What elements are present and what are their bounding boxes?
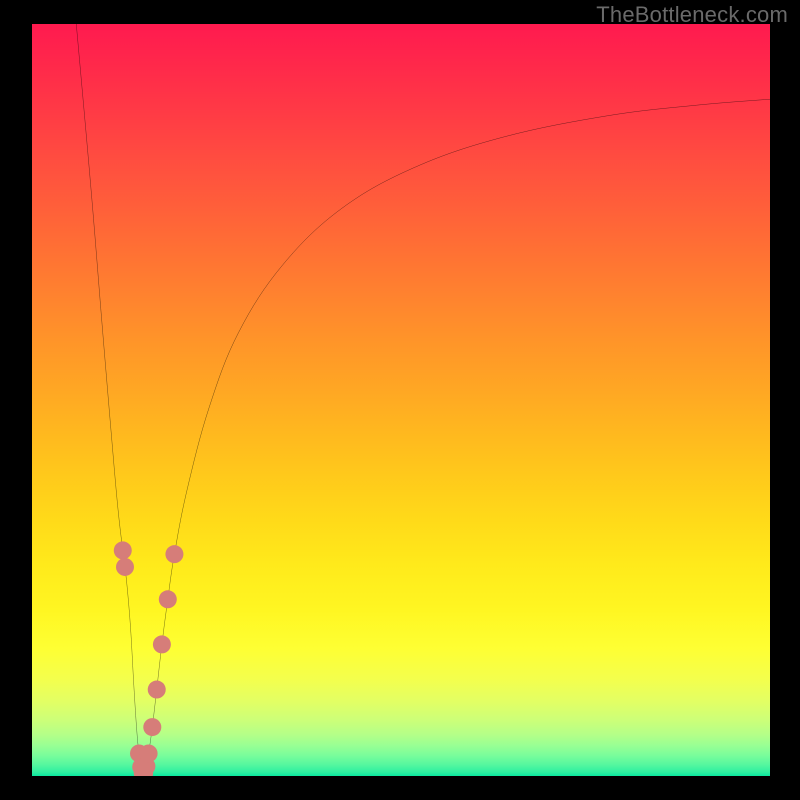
plot-background	[32, 24, 770, 776]
marker-point	[114, 541, 132, 559]
marker-point	[148, 681, 166, 699]
marker-point	[165, 545, 183, 563]
chart-frame: TheBottleneck.com	[0, 0, 800, 800]
marker-point	[140, 744, 158, 762]
marker-point	[159, 590, 177, 608]
plot-area	[32, 24, 770, 776]
marker-point	[116, 558, 134, 576]
marker-point	[143, 718, 161, 736]
plot-svg	[32, 24, 770, 776]
marker-point	[153, 635, 171, 653]
